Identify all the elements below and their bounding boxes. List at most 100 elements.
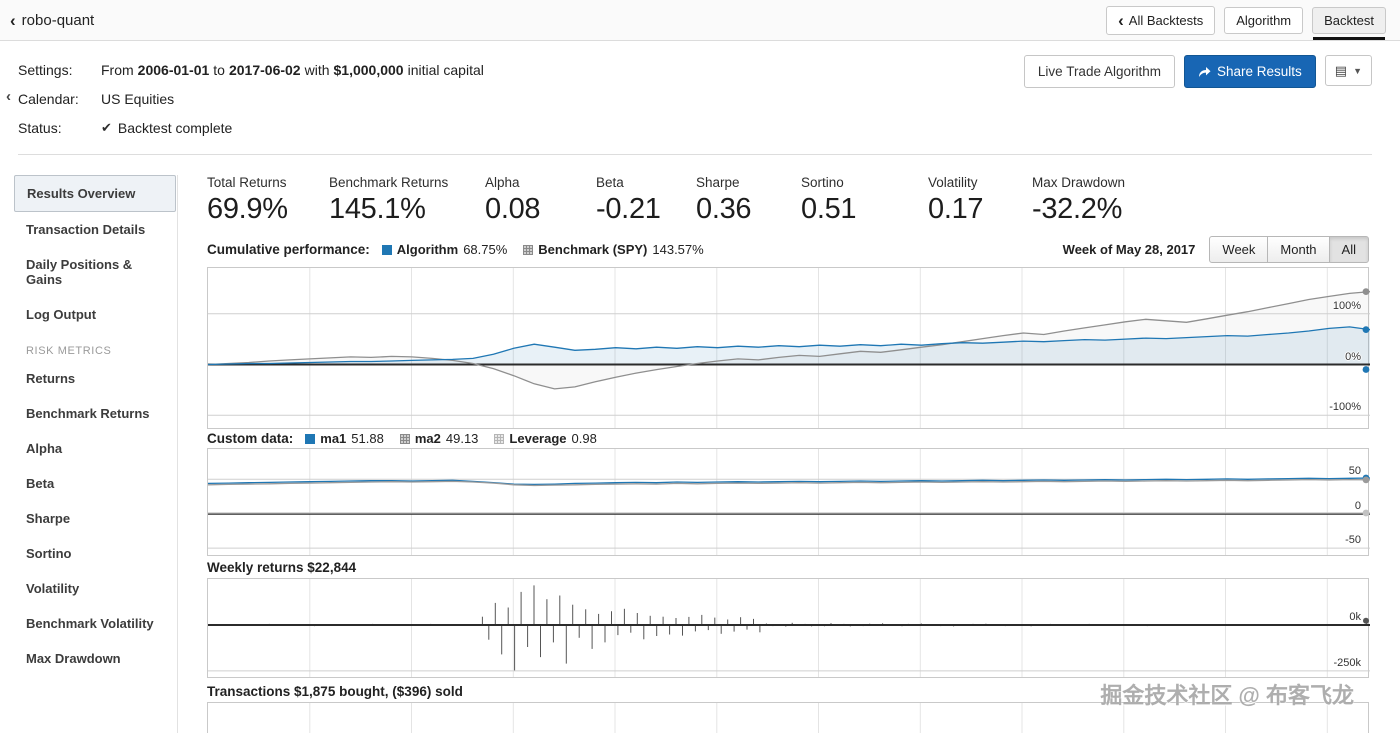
custom-data-header: Custom data: ma1 51.88 ma2 49.13 Leverag…	[207, 431, 1369, 446]
end-date: 2017-06-02	[228, 61, 301, 78]
settings-divider	[18, 154, 1372, 155]
weekly-returns-title: Weekly returns $22,844	[207, 560, 357, 575]
with-word: with	[304, 61, 330, 78]
stat-value: 69.9%	[207, 193, 288, 225]
y-axis-tick: 50	[1348, 465, 1361, 478]
algorithm-tab-button[interactable]: Algorithm	[1224, 6, 1304, 34]
legend-name: ma2	[414, 431, 441, 446]
cumulative-title: Cumulative performance:	[207, 242, 370, 257]
export-menu-button[interactable]: ▤ ▼	[1324, 55, 1372, 86]
weekly-returns-chart[interactable]: 0k -250k	[207, 578, 1370, 678]
share-results-button[interactable]: Share Results	[1183, 55, 1316, 88]
results-sidebar: Results Overview Transaction Details Dai…	[14, 175, 178, 733]
settings-label: Settings:	[18, 61, 73, 78]
stat-value: -32.2%	[1032, 193, 1123, 225]
cumulative-performance-chart[interactable]: 100% 0% -100%	[207, 267, 1370, 429]
legend-benchmark: Benchmark (SPY) 143.57%	[523, 242, 704, 257]
y-axis-tick: -50	[1345, 534, 1361, 547]
sidebar-item-volatility[interactable]: Volatility	[26, 581, 80, 596]
content-area: Results Overview Transaction Details Dai…	[0, 175, 1400, 733]
settings-row: Settings: From 2006-01-01 to 2017-06-02 …	[18, 55, 1372, 84]
sidebar-item-results-overview[interactable]: Results Overview	[14, 175, 176, 212]
sidebar-item-benchmark-volatility[interactable]: Benchmark Volatility	[26, 616, 154, 631]
status-row: Status: ✔ Backtest complete	[18, 113, 1372, 142]
sidebar-item-beta[interactable]: Beta	[26, 476, 55, 491]
legend-algorithm: Algorithm 68.75%	[381, 242, 508, 257]
range-week-button[interactable]: Week	[1209, 236, 1269, 263]
initial-capital: $1,000,000	[333, 61, 404, 78]
stat-label: Sortino	[801, 175, 844, 190]
settings-value: From 2006-01-01 to 2017-06-02 with $1,00…	[101, 62, 488, 78]
range-all-button[interactable]: All	[1328, 236, 1369, 263]
legend-ma1: ma1 51.88	[305, 431, 384, 446]
sidebar-item-sortino[interactable]: Sortino	[26, 546, 72, 561]
stat-value: 0.08	[485, 193, 541, 225]
to-word: to	[213, 61, 225, 78]
y-axis-tick: -250k	[1333, 656, 1361, 669]
page-title: robo-quant	[21, 11, 95, 29]
status-label: Status:	[18, 119, 62, 136]
share-results-label: Share Results	[1216, 64, 1302, 79]
all-backtests-label: All Backtests	[1128, 12, 1204, 28]
stat-beta: Beta -0.21	[596, 175, 696, 226]
left-chevron-icon: ‹	[1118, 10, 1124, 30]
stat-alpha: Alpha 0.08	[485, 175, 596, 226]
from-word: From	[101, 61, 134, 78]
algorithm-tab-label: Algorithm	[1236, 12, 1292, 28]
sidebar-item-returns[interactable]: Returns	[26, 371, 76, 386]
stat-label: Total Returns	[207, 175, 287, 190]
legend-value: 0.98	[571, 431, 597, 446]
custom-data-title: Custom data:	[207, 431, 294, 446]
sidebar-item-alpha[interactable]: Alpha	[26, 441, 63, 456]
stat-value: -0.21	[596, 193, 661, 225]
checkmark-icon: ✔	[101, 119, 112, 135]
sidebar-item-daily-positions-gains[interactable]: Daily Positions & Gains	[26, 257, 133, 287]
legend-name: Algorithm	[396, 242, 459, 257]
stat-value: 0.17	[928, 193, 984, 225]
all-backtests-button[interactable]: ‹ All Backtests	[1106, 5, 1216, 35]
live-trade-label: Live Trade Algorithm	[1037, 64, 1161, 79]
risk-metrics-section-label: Risk Metrics	[26, 345, 112, 357]
legend-value: 68.75%	[463, 242, 508, 257]
sidebar-item-log-output[interactable]: Log Output	[26, 307, 97, 322]
sidebar-item-sharpe[interactable]: Sharpe	[26, 511, 71, 526]
back-chevron-icon[interactable]: ‹	[10, 10, 16, 30]
chart-canvas	[208, 449, 1370, 555]
collapse-chevron-icon[interactable]: ‹	[6, 88, 11, 105]
legend-ma2: ma2 49.13	[399, 431, 479, 446]
sidebar-item-max-drawdown[interactable]: Max Drawdown	[26, 651, 121, 666]
custom-data-chart[interactable]: 50 0 -50	[207, 448, 1370, 556]
ma2-swatch-icon	[399, 433, 410, 444]
range-month-button[interactable]: Month	[1267, 236, 1330, 263]
sidebar-item-benchmark-returns[interactable]: Benchmark Returns	[26, 406, 150, 421]
live-trade-button[interactable]: Live Trade Algorithm	[1023, 55, 1175, 88]
top-nav: ‹ All Backtests Algorithm Backtest	[1106, 5, 1386, 40]
stat-volatility: Volatility 0.17	[928, 175, 1032, 226]
stat-label: Beta	[596, 175, 624, 190]
backtest-tab-label: Backtest	[1324, 12, 1374, 28]
settings-panel: Settings: From 2006-01-01 to 2017-06-02 …	[0, 41, 1400, 148]
stat-label: Benchmark Returns	[329, 175, 449, 190]
legend-value: 49.13	[445, 431, 479, 446]
action-buttons: Live Trade Algorithm Share Results ▤ ▼	[1023, 55, 1372, 88]
stat-sharpe: Sharpe 0.36	[696, 175, 801, 226]
summary-stats: Total Returns 69.9% Benchmark Returns 14…	[207, 175, 1369, 226]
sidebar-item-transaction-details[interactable]: Transaction Details	[26, 222, 146, 237]
backtest-tab-button[interactable]: Backtest	[1312, 6, 1386, 40]
capital-suffix: initial capital	[407, 61, 484, 78]
stat-total-returns: Total Returns 69.9%	[207, 175, 329, 226]
share-icon	[1198, 66, 1211, 77]
stat-max-drawdown: Max Drawdown -32.2%	[1032, 175, 1125, 226]
y-axis-tick: 100%	[1332, 299, 1361, 312]
calendar-label: Calendar:	[18, 90, 79, 107]
stat-label: Max Drawdown	[1032, 175, 1126, 190]
stat-benchmark-returns: Benchmark Returns 145.1%	[329, 175, 485, 226]
status-value: Backtest complete	[117, 119, 233, 136]
y-axis-tick: 0k	[1349, 610, 1361, 623]
y-axis-tick: 0%	[1345, 350, 1361, 363]
start-date: 2006-01-01	[137, 61, 210, 78]
transactions-chart[interactable]	[207, 702, 1369, 733]
y-axis-tick: 0	[1354, 499, 1361, 512]
legend-name: Benchmark (SPY)	[538, 242, 648, 257]
